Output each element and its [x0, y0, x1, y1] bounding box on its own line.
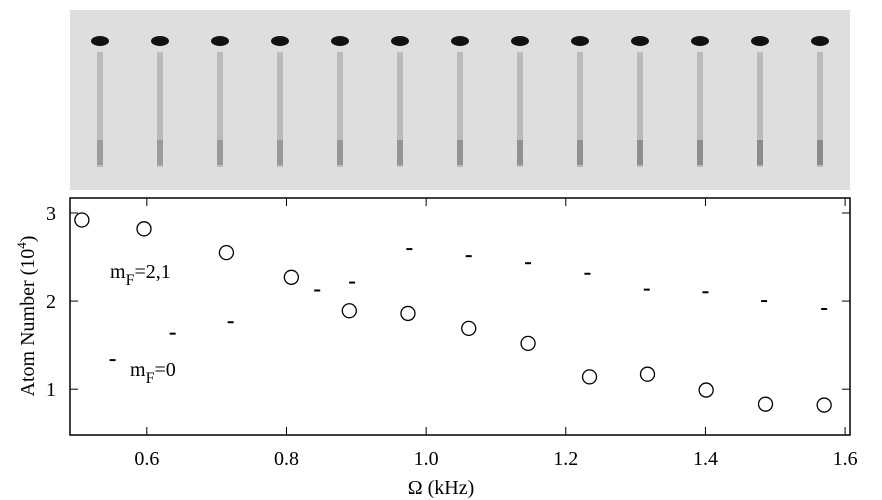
atom-streak — [517, 52, 523, 167]
atom-cloud — [151, 36, 169, 46]
atom-streak-dark — [817, 140, 823, 165]
annotation-text: m — [110, 261, 126, 283]
x-tick-label: 1.4 — [693, 448, 718, 470]
y-axis-label-sup: 4 — [14, 242, 29, 249]
atom-streak — [817, 52, 823, 167]
atom-cloud — [331, 36, 349, 46]
data-point — [283, 269, 300, 285]
atom-cloud — [391, 36, 409, 46]
atom-cloud — [811, 36, 829, 46]
data-point — [461, 320, 477, 337]
atom-streak — [157, 52, 163, 167]
x-tick-label: 1.0 — [414, 448, 439, 470]
atom-streak — [277, 52, 283, 167]
atom-streak-dark — [157, 140, 163, 165]
atom-streak — [337, 52, 343, 167]
annotation: mF=2,1 — [110, 261, 171, 289]
atom-streak-dark — [277, 140, 283, 165]
y-tick-label: 3 — [46, 203, 56, 225]
atom-cloud — [691, 36, 709, 46]
atom-streak-dark — [397, 140, 403, 165]
data-point — [520, 335, 536, 352]
data-point — [341, 303, 357, 319]
atom-streak — [697, 52, 703, 167]
annotation-text: m — [130, 359, 146, 381]
atom-streak-dark — [217, 140, 223, 165]
x-tick-label: 0.6 — [134, 448, 159, 470]
atom-cloud — [91, 36, 109, 46]
atom-streak-dark — [517, 140, 523, 165]
atom-cloud — [271, 36, 289, 46]
atom-streak-dark — [457, 140, 463, 165]
plot-frame — [69, 197, 851, 436]
image-columns — [91, 36, 829, 167]
data-point — [218, 244, 235, 261]
annotation-end: =2,1 — [134, 261, 170, 283]
atom-streak — [577, 52, 583, 167]
y-axis-label: Atom Number (104) — [14, 236, 39, 397]
annotation-sub: F — [146, 370, 155, 387]
data-point — [757, 396, 774, 412]
annotation-sub: F — [126, 272, 135, 289]
atom-streak-dark — [97, 140, 103, 165]
atom-streak-dark — [337, 140, 343, 165]
data-point — [816, 397, 832, 413]
y-axis-label-end: ) — [17, 236, 39, 243]
data-point — [698, 382, 714, 398]
atom-cloud — [511, 36, 529, 46]
annotation-end: =0 — [154, 359, 175, 381]
atom-cloud — [631, 36, 649, 46]
atom-streak-dark — [637, 140, 643, 165]
atom-streak — [97, 52, 103, 167]
data-point — [639, 366, 656, 382]
atom-streak — [457, 52, 463, 167]
atom-cloud — [451, 36, 469, 46]
atom-cloud — [211, 36, 229, 46]
atom-cloud — [571, 36, 589, 46]
x-tick-label: 1.2 — [553, 448, 578, 470]
atom-streak — [397, 52, 403, 167]
y-tick-label: 1 — [46, 379, 56, 401]
data-point — [136, 221, 152, 237]
atom-streak-dark — [697, 140, 703, 165]
atom-streak — [637, 52, 643, 167]
x-axis-label: Ω (kHz) — [408, 477, 475, 499]
y-tick-label: 2 — [46, 291, 56, 313]
x-tick-label: 1.6 — [833, 448, 858, 470]
x-tick-label: 0.8 — [274, 448, 299, 470]
atom-streak-dark — [577, 140, 583, 165]
y-axis-label-text: Atom Number (10 — [17, 249, 39, 397]
atom-cloud — [751, 36, 769, 46]
atom-streak — [757, 52, 763, 167]
atom-streak-dark — [757, 140, 763, 165]
data-point — [400, 305, 416, 322]
data-point — [581, 369, 598, 385]
atom-streak — [217, 52, 223, 167]
annotation: mF=0 — [130, 359, 176, 387]
data-point — [74, 212, 90, 228]
